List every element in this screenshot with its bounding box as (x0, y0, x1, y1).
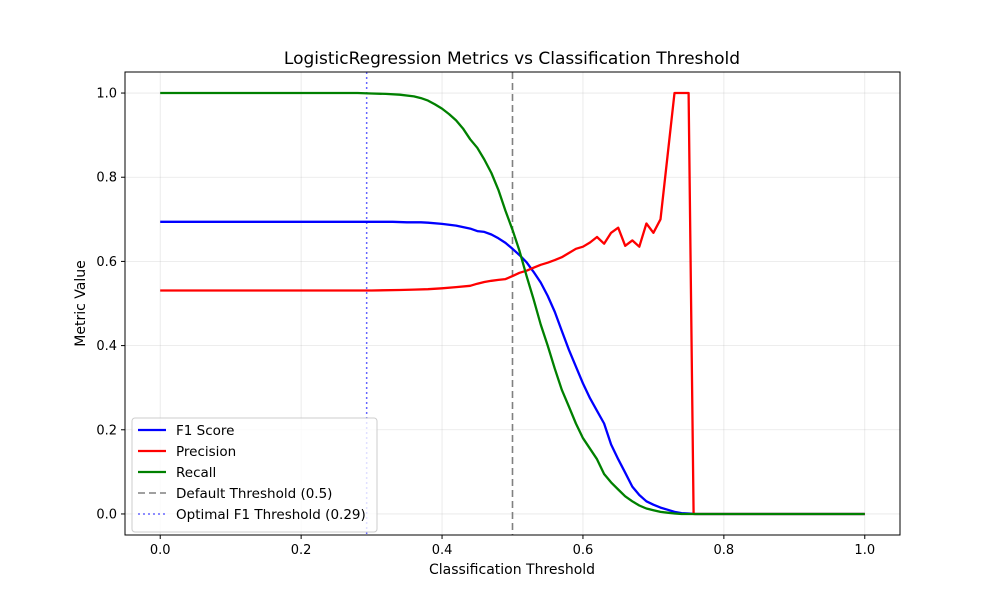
x-axis-title: Classification Threshold (429, 562, 595, 578)
legend: F1 Score Precision Recall Default Threshold… (131, 417, 378, 533)
y-tick-label: 0.6 (96, 255, 117, 270)
series-line (160, 91, 865, 516)
x-tick-label: 0.4 (432, 543, 453, 558)
legend-label: Precision (176, 444, 236, 460)
y-tick-label: 0.2 (96, 423, 117, 438)
x-tick-label: 0.2 (291, 543, 312, 558)
series-lines (160, 91, 865, 516)
series-line (160, 91, 865, 516)
y-tick-label: 0.0 (96, 507, 117, 522)
y-tick-label: 0.4 (96, 339, 117, 354)
y-axis-title: Metric Value (73, 260, 89, 346)
axis-ticks: 0.0 0.2 0.4 0.6 0.8 1.0 0.0 0.2 0.4 0.6 0.8 1.0 (96, 87, 875, 558)
chart-title: LogisticRegression Metrics vs Classifica… (284, 49, 740, 69)
legend-label: F1 Score (176, 423, 234, 439)
reference-lines (365, 72, 514, 535)
x-tick-label: 0.6 (573, 543, 594, 558)
plot-area-frame (124, 71, 901, 536)
legend-box (131, 417, 378, 533)
y-tick-label: 1.0 (96, 87, 117, 102)
legend-label: Optimal F1 Threshold (0.29) (176, 507, 366, 523)
x-tick-label: 0.8 (714, 543, 735, 558)
x-tick-label: 1.0 (854, 543, 875, 558)
legend-label: Default Threshold (0.5) (176, 486, 332, 502)
y-tick-label: 0.8 (96, 171, 117, 186)
legend-label: Recall (176, 465, 216, 481)
x-tick-label: 0.0 (150, 543, 171, 558)
series-line (160, 220, 865, 516)
